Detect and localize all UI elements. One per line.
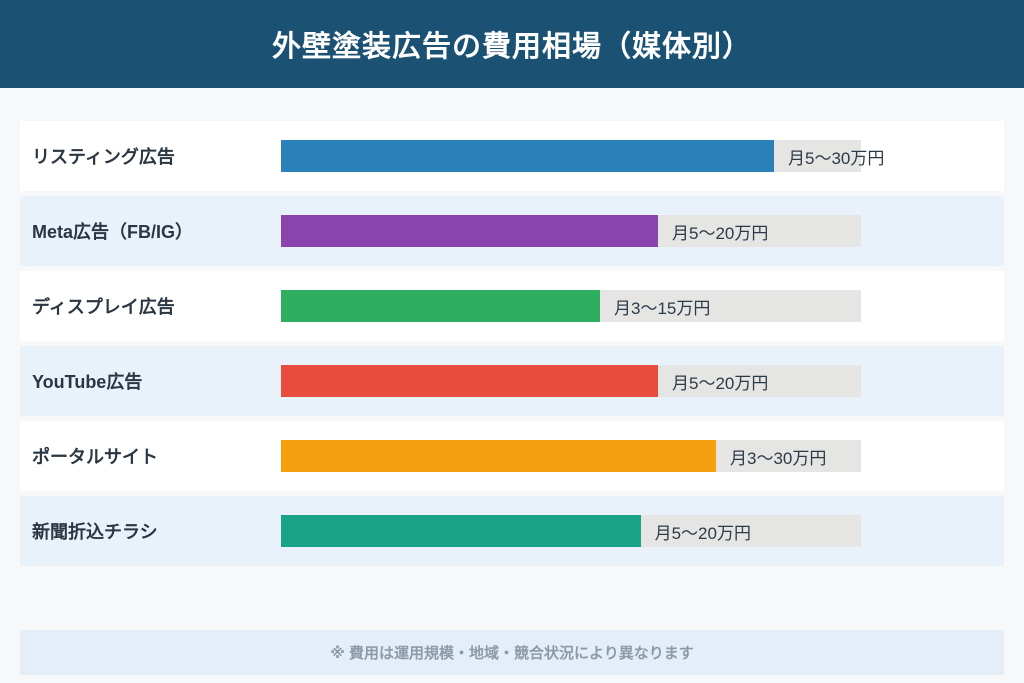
- chart-row: ポータルサイト 月3〜30万円: [20, 421, 1004, 491]
- footer-note-text: ※ 費用は運用規模・地域・競合状況により異なります: [330, 645, 694, 662]
- bar-fill: [281, 440, 716, 472]
- footer-note-strip: ※ 費用は運用規模・地域・競合状況により異なります: [20, 630, 1004, 675]
- value-label: 月3〜15万円: [614, 298, 711, 318]
- chart-row: Meta広告（FB/IG） 月5〜20万円: [20, 196, 1004, 266]
- bar-fill: [281, 365, 658, 397]
- category-label: ポータルサイト: [32, 447, 158, 467]
- category-label: YouTube広告: [32, 372, 143, 392]
- value-label: 月3〜30万円: [730, 448, 827, 468]
- category-label: ディスプレイ広告: [32, 297, 175, 317]
- page-title: 外壁塗装広告の費用相場（媒体別）: [271, 31, 752, 63]
- value-label: 月5〜30万円: [788, 148, 885, 168]
- bar-track: 月5〜30万円: [281, 140, 884, 172]
- chart-row: ディスプレイ広告 月3〜15万円: [20, 271, 1004, 341]
- bar-chart: リスティング広告 月5〜30万円 Meta広告（FB/IG） 月5〜20万円 デ…: [20, 121, 1004, 566]
- bar-fill: [281, 515, 641, 547]
- value-label: 月5〜20万円: [654, 523, 751, 543]
- value-label: 月5〜20万円: [672, 223, 769, 243]
- title-banner: 外壁塗装広告の費用相場（媒体別）: [0, 0, 1024, 88]
- bar-track: 月5〜20万円: [281, 515, 861, 547]
- chart-row: 新聞折込チラシ 月5〜20万円: [20, 496, 1004, 566]
- bar-track: 月3〜30万円: [281, 440, 861, 472]
- value-label: 月5〜20万円: [672, 373, 769, 393]
- category-label: Meta広告（FB/IG）: [32, 222, 194, 242]
- chart-row: YouTube広告 月5〜20万円: [20, 346, 1004, 416]
- chart-row: リスティング広告 月5〜30万円: [20, 121, 1004, 191]
- bar-fill: [281, 215, 658, 247]
- bar-track: 月5〜20万円: [281, 215, 861, 247]
- bar-track: 月5〜20万円: [281, 365, 861, 397]
- bar-track: 月3〜15万円: [281, 290, 861, 322]
- bar-fill: [281, 140, 774, 172]
- bar-fill: [281, 290, 600, 322]
- category-label: リスティング広告: [32, 147, 175, 167]
- category-label: 新聞折込チラシ: [32, 522, 158, 542]
